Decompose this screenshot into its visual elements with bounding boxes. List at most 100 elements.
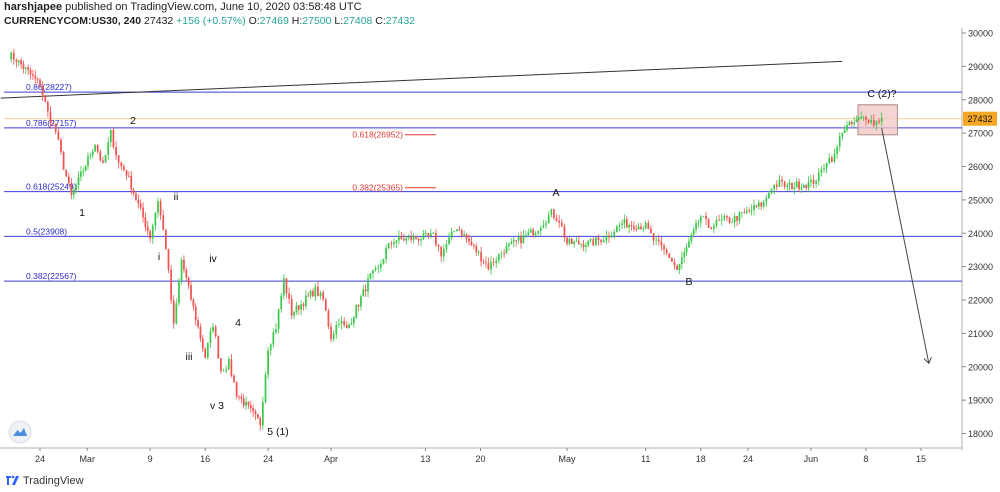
candle[interactable] [650, 225, 652, 234]
candle[interactable] [726, 214, 728, 222]
candle[interactable] [515, 240, 518, 247]
candle[interactable] [695, 219, 697, 234]
resistance-box[interactable] [857, 104, 898, 136]
candle[interactable] [77, 171, 80, 190]
candle[interactable] [197, 316, 199, 329]
candle[interactable] [773, 184, 776, 195]
candle[interactable] [870, 114, 873, 126]
candle[interactable] [768, 190, 770, 199]
candle[interactable] [247, 401, 250, 409]
candle[interactable] [54, 123, 57, 135]
candle[interactable] [843, 125, 846, 134]
candle[interactable] [362, 284, 365, 297]
candle[interactable] [786, 182, 789, 192]
candle[interactable] [778, 174, 781, 188]
candle[interactable] [415, 235, 417, 240]
candle[interactable] [290, 294, 293, 320]
candle[interactable] [652, 233, 655, 246]
candle[interactable] [183, 255, 185, 273]
candle[interactable] [495, 256, 498, 269]
candles[interactable] [10, 48, 883, 431]
candle[interactable] [343, 317, 346, 328]
candle[interactable] [437, 243, 440, 252]
candle[interactable] [468, 234, 470, 246]
candle[interactable] [850, 120, 853, 127]
candle[interactable] [741, 211, 743, 218]
candle[interactable] [573, 240, 575, 248]
candle[interactable] [500, 250, 503, 259]
candle[interactable] [733, 212, 736, 228]
candle[interactable] [775, 180, 778, 191]
candle[interactable] [580, 243, 583, 249]
candle[interactable] [862, 115, 865, 121]
candle[interactable] [422, 229, 425, 241]
time-axis[interactable]: 24 Mar 9 16 24 Apr 13 20 May 11 18 24 Jun 8 15 [35, 448, 926, 464]
candle[interactable] [52, 121, 54, 125]
candle[interactable] [135, 191, 137, 202]
candle[interactable] [723, 213, 726, 221]
candle[interactable] [190, 280, 192, 302]
candle[interactable] [597, 234, 600, 246]
candle[interactable] [128, 171, 130, 178]
candle[interactable] [70, 177, 73, 200]
candle[interactable] [142, 202, 144, 223]
candle[interactable] [841, 132, 844, 141]
candle[interactable] [692, 226, 695, 238]
candle[interactable] [563, 223, 566, 242]
candle[interactable] [398, 230, 400, 245]
candle[interactable] [39, 78, 41, 88]
candle[interactable] [60, 137, 62, 156]
candle[interactable] [432, 231, 435, 234]
candle[interactable] [264, 371, 267, 404]
candle[interactable] [529, 227, 532, 234]
candle[interactable] [699, 214, 702, 228]
candle[interactable] [728, 216, 731, 225]
author-name[interactable]: harshjapee [4, 1, 63, 13]
candle[interactable] [585, 242, 587, 253]
candle[interactable] [87, 151, 89, 170]
candle[interactable] [712, 223, 715, 234]
candle[interactable] [285, 278, 288, 298]
candle[interactable] [357, 304, 360, 312]
candle[interactable] [860, 111, 863, 120]
candle[interactable] [34, 70, 37, 84]
candle[interactable] [130, 170, 133, 195]
candle[interactable] [204, 347, 207, 359]
candle[interactable] [192, 298, 195, 311]
candle[interactable] [335, 321, 338, 340]
candle[interactable] [352, 315, 355, 328]
candle[interactable] [505, 242, 508, 254]
candle[interactable] [805, 184, 808, 191]
candle[interactable] [848, 120, 851, 126]
candle[interactable] [99, 149, 102, 162]
candle[interactable] [230, 354, 233, 378]
candle[interactable] [257, 413, 259, 419]
candle[interactable] [62, 150, 65, 171]
candle[interactable] [254, 409, 257, 420]
candle[interactable] [595, 237, 597, 247]
candle[interactable] [621, 219, 623, 230]
candle[interactable] [293, 310, 295, 320]
candle[interactable] [164, 228, 167, 251]
candle[interactable] [665, 247, 668, 256]
candle[interactable] [765, 194, 768, 207]
candle[interactable] [302, 302, 305, 311]
candle[interactable] [252, 404, 255, 417]
candle[interactable] [825, 162, 828, 174]
candle[interactable] [610, 231, 613, 239]
candle[interactable] [575, 236, 578, 242]
candle[interactable] [372, 269, 374, 280]
candle[interactable] [275, 323, 277, 335]
candle[interactable] [327, 308, 330, 330]
candle[interactable] [637, 223, 640, 230]
candle[interactable] [853, 116, 856, 128]
candle[interactable] [185, 267, 188, 281]
candle[interactable] [532, 227, 535, 238]
candle[interactable] [762, 200, 765, 209]
candle[interactable] [458, 226, 461, 231]
candle[interactable] [510, 238, 513, 245]
candle[interactable] [317, 281, 319, 297]
candle[interactable] [453, 231, 456, 233]
candle[interactable] [175, 298, 178, 325]
candle[interactable] [748, 207, 751, 214]
